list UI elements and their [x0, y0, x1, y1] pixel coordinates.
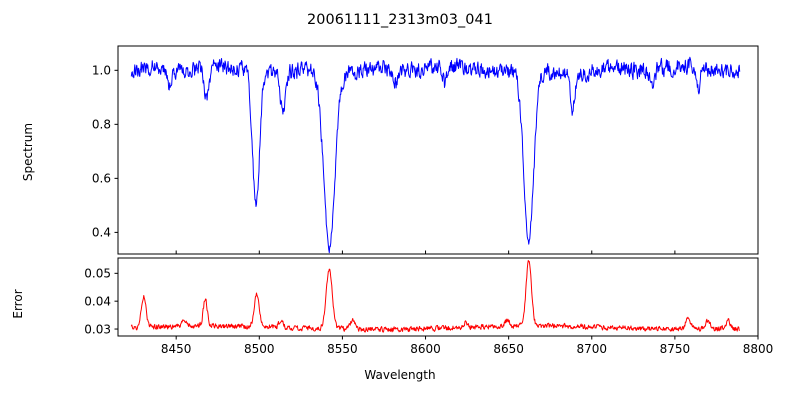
- svg-text:8750: 8750: [660, 342, 691, 356]
- svg-text:8500: 8500: [244, 342, 275, 356]
- svg-text:1.0: 1.0: [92, 64, 111, 78]
- svg-text:0.8: 0.8: [92, 118, 111, 132]
- svg-text:8800: 8800: [743, 342, 774, 356]
- error-data-trace: [130, 259, 741, 333]
- spectrum-axes-group: [114, 45, 759, 255]
- x-axis-label: Wavelength: [364, 368, 436, 382]
- tick-label-group: 0.4 0.6 0.8 1.0 0.03 0.04 0.05 8450 8500 8550 8600…: [84, 64, 773, 356]
- svg-text:0.05: 0.05: [84, 267, 111, 281]
- svg-text:0.03: 0.03: [84, 322, 111, 336]
- svg-text:8450: 8450: [161, 342, 192, 356]
- spectrum-data-trace: [130, 56, 741, 254]
- error-axes-group: [114, 257, 759, 340]
- svg-text:0.4: 0.4: [92, 226, 111, 240]
- svg-text:0.6: 0.6: [92, 172, 111, 186]
- svg-text:8650: 8650: [493, 342, 524, 356]
- svg-text:8600: 8600: [410, 342, 441, 356]
- svg-text:8700: 8700: [576, 342, 607, 356]
- svg-text:0.04: 0.04: [84, 294, 111, 308]
- figure-title: 20061111_2313m03_041: [306, 12, 494, 28]
- svg-text:8550: 8550: [327, 342, 358, 356]
